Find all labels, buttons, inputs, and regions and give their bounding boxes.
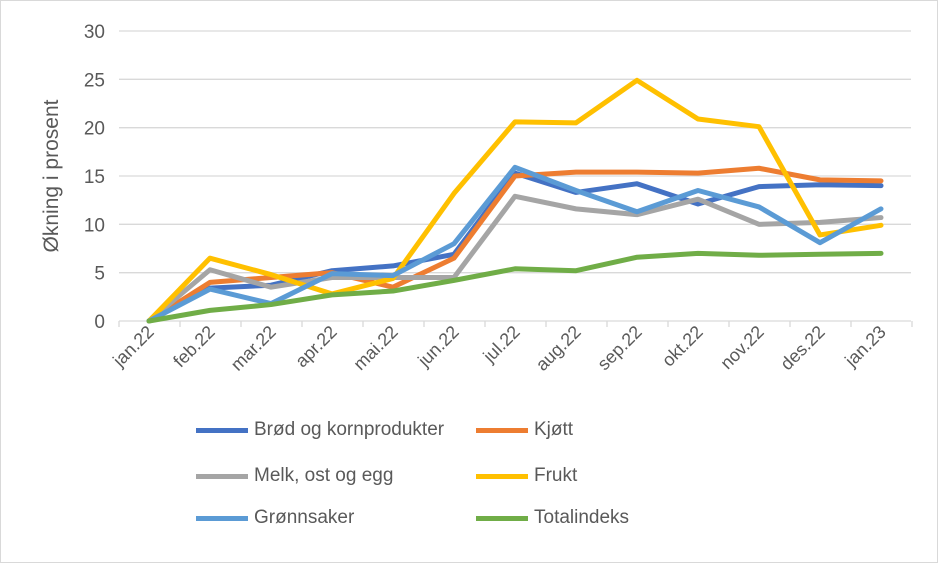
y-tick-label: 5 xyxy=(94,264,105,285)
series-line-frukt xyxy=(146,77,884,324)
legend-item: Totalindeks xyxy=(476,507,629,529)
legend-label: Melk, ost og egg xyxy=(254,465,394,486)
series-line-kjøtt xyxy=(146,165,884,324)
x-tick-label: mar.22 xyxy=(227,322,280,375)
legend-label: Kjøtt xyxy=(534,419,574,440)
x-tick-label: feb.22 xyxy=(169,322,219,372)
legend-swatch xyxy=(196,473,248,479)
legend-swatch xyxy=(476,427,528,433)
legend-item: Brød og kornprodukter xyxy=(196,419,444,441)
y-tick-label: 30 xyxy=(84,22,105,43)
legend-item: Frukt xyxy=(476,465,577,487)
x-tick-label: jan.23 xyxy=(840,322,890,372)
plot-area: 0 5 10 15 20 25 30 jan.22 feb.22 mar.22 apr.22 mai.… xyxy=(40,22,913,375)
x-tick-label: mai.22 xyxy=(349,322,401,374)
y-tick-label: 25 xyxy=(84,70,105,91)
legend-item: Kjøtt xyxy=(476,419,573,441)
series-line-grønnsaker xyxy=(146,164,884,324)
y-tick-label: 20 xyxy=(84,119,105,140)
y-tick-label: 15 xyxy=(84,167,105,188)
legend-label: Grønnsaker xyxy=(254,507,355,528)
series-line-totalindeks xyxy=(146,250,884,324)
legend-label: Brød og kornprodukter xyxy=(254,419,445,440)
legend-swatch xyxy=(476,473,528,479)
legend-swatch xyxy=(196,427,248,433)
legend-item: Grønnsaker xyxy=(196,507,354,529)
legend-label: Frukt xyxy=(534,465,578,486)
x-tick-label: des.22 xyxy=(776,322,828,374)
x-tick-label: aug.22 xyxy=(532,322,585,375)
legend-label: Totalindeks xyxy=(534,507,630,528)
x-tick-label: okt.22 xyxy=(658,322,707,371)
x-tick-label: nov.22 xyxy=(716,322,767,373)
y-tick-label: 0 xyxy=(94,312,105,333)
legend-swatch xyxy=(196,515,248,521)
legend-item: Melk, ost og egg xyxy=(196,465,393,487)
y-axis-label: Økning i prosent xyxy=(40,99,63,252)
x-tick-label: jul.22 xyxy=(479,322,524,367)
x-tick-label: apr.22 xyxy=(291,322,341,372)
x-tick-label: sep.22 xyxy=(593,322,645,374)
series-line-melk-ost-og-egg xyxy=(146,193,884,324)
x-tick-label: jun.22 xyxy=(413,322,463,372)
legend-swatch xyxy=(476,515,528,521)
x-tick-label: jan.22 xyxy=(108,322,158,372)
y-tick-label: 10 xyxy=(84,215,105,236)
